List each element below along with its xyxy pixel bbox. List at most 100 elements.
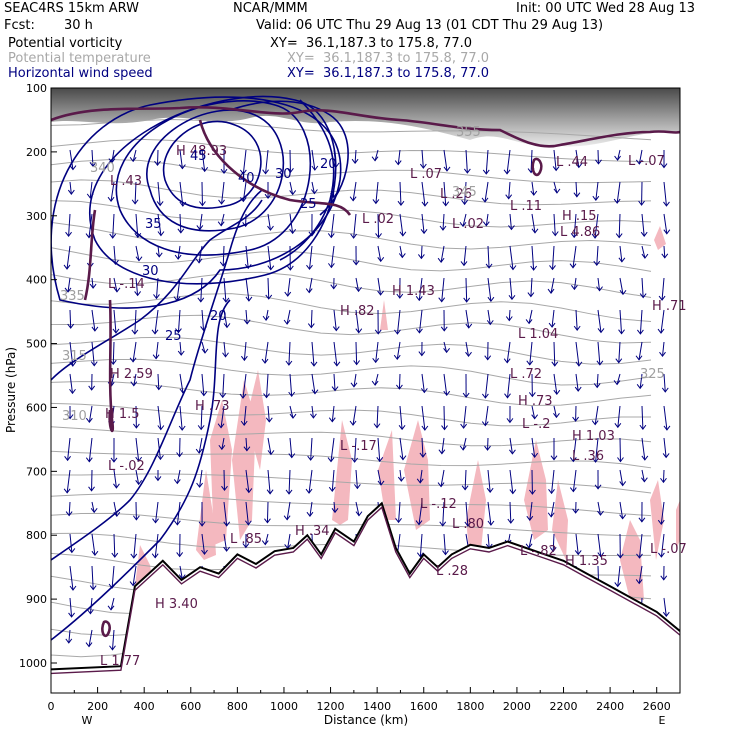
wind-vector-head bbox=[482, 221, 490, 227]
wind-vector bbox=[198, 245, 203, 263]
wind-vector bbox=[597, 277, 601, 291]
field-name-pv: Potential vorticity bbox=[8, 36, 123, 51]
wind-vector-head bbox=[109, 645, 116, 651]
wind-vector bbox=[641, 245, 646, 259]
wind-vector-head bbox=[239, 169, 247, 175]
x-tick-label: 1400 bbox=[363, 700, 391, 713]
wind-vector bbox=[330, 437, 335, 462]
wind-vector bbox=[132, 149, 137, 162]
wind-vector-head bbox=[460, 423, 468, 429]
wind-vector bbox=[421, 149, 424, 169]
wind-vector-head bbox=[575, 361, 583, 367]
wind-vector bbox=[418, 309, 423, 333]
wind-vector-head bbox=[638, 517, 646, 523]
wind-vector bbox=[352, 181, 357, 201]
wind-vector-head bbox=[569, 487, 577, 493]
wind-speed-contour-label: 30 bbox=[275, 167, 292, 182]
field-xy-pv: XY= 36.1,187.3 to 175.8, 77.0 bbox=[270, 36, 473, 51]
pv-extremum-label: L -.07 bbox=[650, 542, 687, 557]
wind-vector-head bbox=[330, 193, 337, 199]
wind-vector bbox=[200, 277, 203, 302]
x-tick-label: 1600 bbox=[410, 700, 438, 713]
wind-vector-head bbox=[240, 420, 248, 426]
init-time: Init: 00 UTC Wed 28 Aug 13 bbox=[516, 1, 696, 16]
wind-vector-head bbox=[243, 319, 251, 325]
wind-vector-head bbox=[574, 550, 582, 556]
wind-vector-head bbox=[221, 485, 228, 491]
wind-vector-head bbox=[267, 225, 274, 231]
pv-positive-shading bbox=[620, 520, 644, 600]
wind-vector-head bbox=[288, 391, 296, 397]
pv-positive-shading bbox=[378, 430, 396, 520]
wind-vector-head bbox=[311, 189, 318, 195]
wind-vector bbox=[399, 181, 402, 206]
wind-vector-head bbox=[596, 286, 603, 292]
wind-vector bbox=[286, 501, 291, 520]
wind-vector bbox=[223, 341, 227, 357]
wind-vector bbox=[267, 213, 271, 231]
wind-vector bbox=[112, 341, 115, 365]
wind-vector-head bbox=[660, 477, 667, 484]
wind-vector bbox=[311, 373, 316, 394]
wind-vector bbox=[575, 149, 580, 168]
wind-vector bbox=[199, 213, 203, 230]
wind-vector-head bbox=[531, 452, 539, 458]
wind-vector-head bbox=[437, 257, 445, 264]
wind-vector bbox=[201, 149, 206, 172]
wind-vector bbox=[289, 181, 294, 195]
wind-vector bbox=[465, 149, 468, 173]
pv-positive-shading bbox=[676, 500, 680, 550]
wind-vector-head bbox=[223, 521, 231, 527]
wind-vector bbox=[68, 629, 71, 643]
potential-vorticity-contour bbox=[108, 299, 114, 433]
wind-vector-head bbox=[487, 296, 495, 302]
wind-vector-head bbox=[463, 168, 471, 174]
wind-vector bbox=[418, 501, 423, 525]
wind-vector-head bbox=[396, 384, 403, 390]
wind-vector-head bbox=[262, 169, 269, 175]
wind-vector-head bbox=[130, 553, 138, 559]
wind-vector-head bbox=[591, 420, 599, 426]
wind-vector-head bbox=[551, 361, 559, 367]
wind-vector-head bbox=[199, 201, 206, 207]
wind-vector bbox=[617, 405, 621, 428]
wind-vector-head bbox=[89, 585, 97, 591]
wind-vector bbox=[550, 277, 555, 294]
wind-vector-head bbox=[245, 296, 253, 302]
wind-vector bbox=[597, 341, 601, 365]
wind-vector bbox=[595, 181, 599, 201]
pv-extremum-label: L -.14 bbox=[108, 277, 145, 292]
wind-vector bbox=[530, 277, 533, 297]
wind-vector-head bbox=[176, 552, 184, 558]
wind-vector bbox=[135, 213, 139, 238]
wind-vector-head bbox=[307, 455, 315, 461]
wind-vector-head bbox=[373, 423, 381, 429]
wind-vector-head bbox=[530, 265, 538, 271]
wind-vector-head bbox=[305, 488, 313, 494]
wind-vector-head bbox=[88, 385, 96, 391]
wind-vector-head bbox=[443, 348, 450, 354]
wind-vector bbox=[289, 405, 294, 419]
wind-vector-head bbox=[637, 329, 644, 335]
wind-vector-head bbox=[217, 423, 225, 429]
potential-temperature-contour bbox=[51, 247, 652, 272]
wind-vector bbox=[69, 181, 72, 195]
wind-vector-head bbox=[460, 261, 468, 267]
wind-vector-head bbox=[464, 521, 472, 527]
wind-vector bbox=[333, 341, 338, 366]
wind-vector-head bbox=[69, 388, 76, 395]
wind-vector bbox=[465, 309, 470, 328]
wind-vector bbox=[375, 181, 379, 204]
wind-vector bbox=[575, 341, 580, 366]
wind-vector bbox=[135, 277, 139, 296]
potential-temperature-contour bbox=[51, 119, 652, 141]
wind-vector bbox=[509, 469, 514, 494]
wind-vector bbox=[641, 277, 644, 298]
wind-vector bbox=[376, 405, 379, 428]
wind-vector-head bbox=[486, 487, 494, 493]
wind-vector-head bbox=[109, 233, 117, 239]
terrain-pv-line bbox=[51, 506, 680, 675]
wind-vector bbox=[220, 213, 225, 226]
wind-vector-head bbox=[197, 425, 205, 431]
wind-vector bbox=[618, 213, 621, 238]
